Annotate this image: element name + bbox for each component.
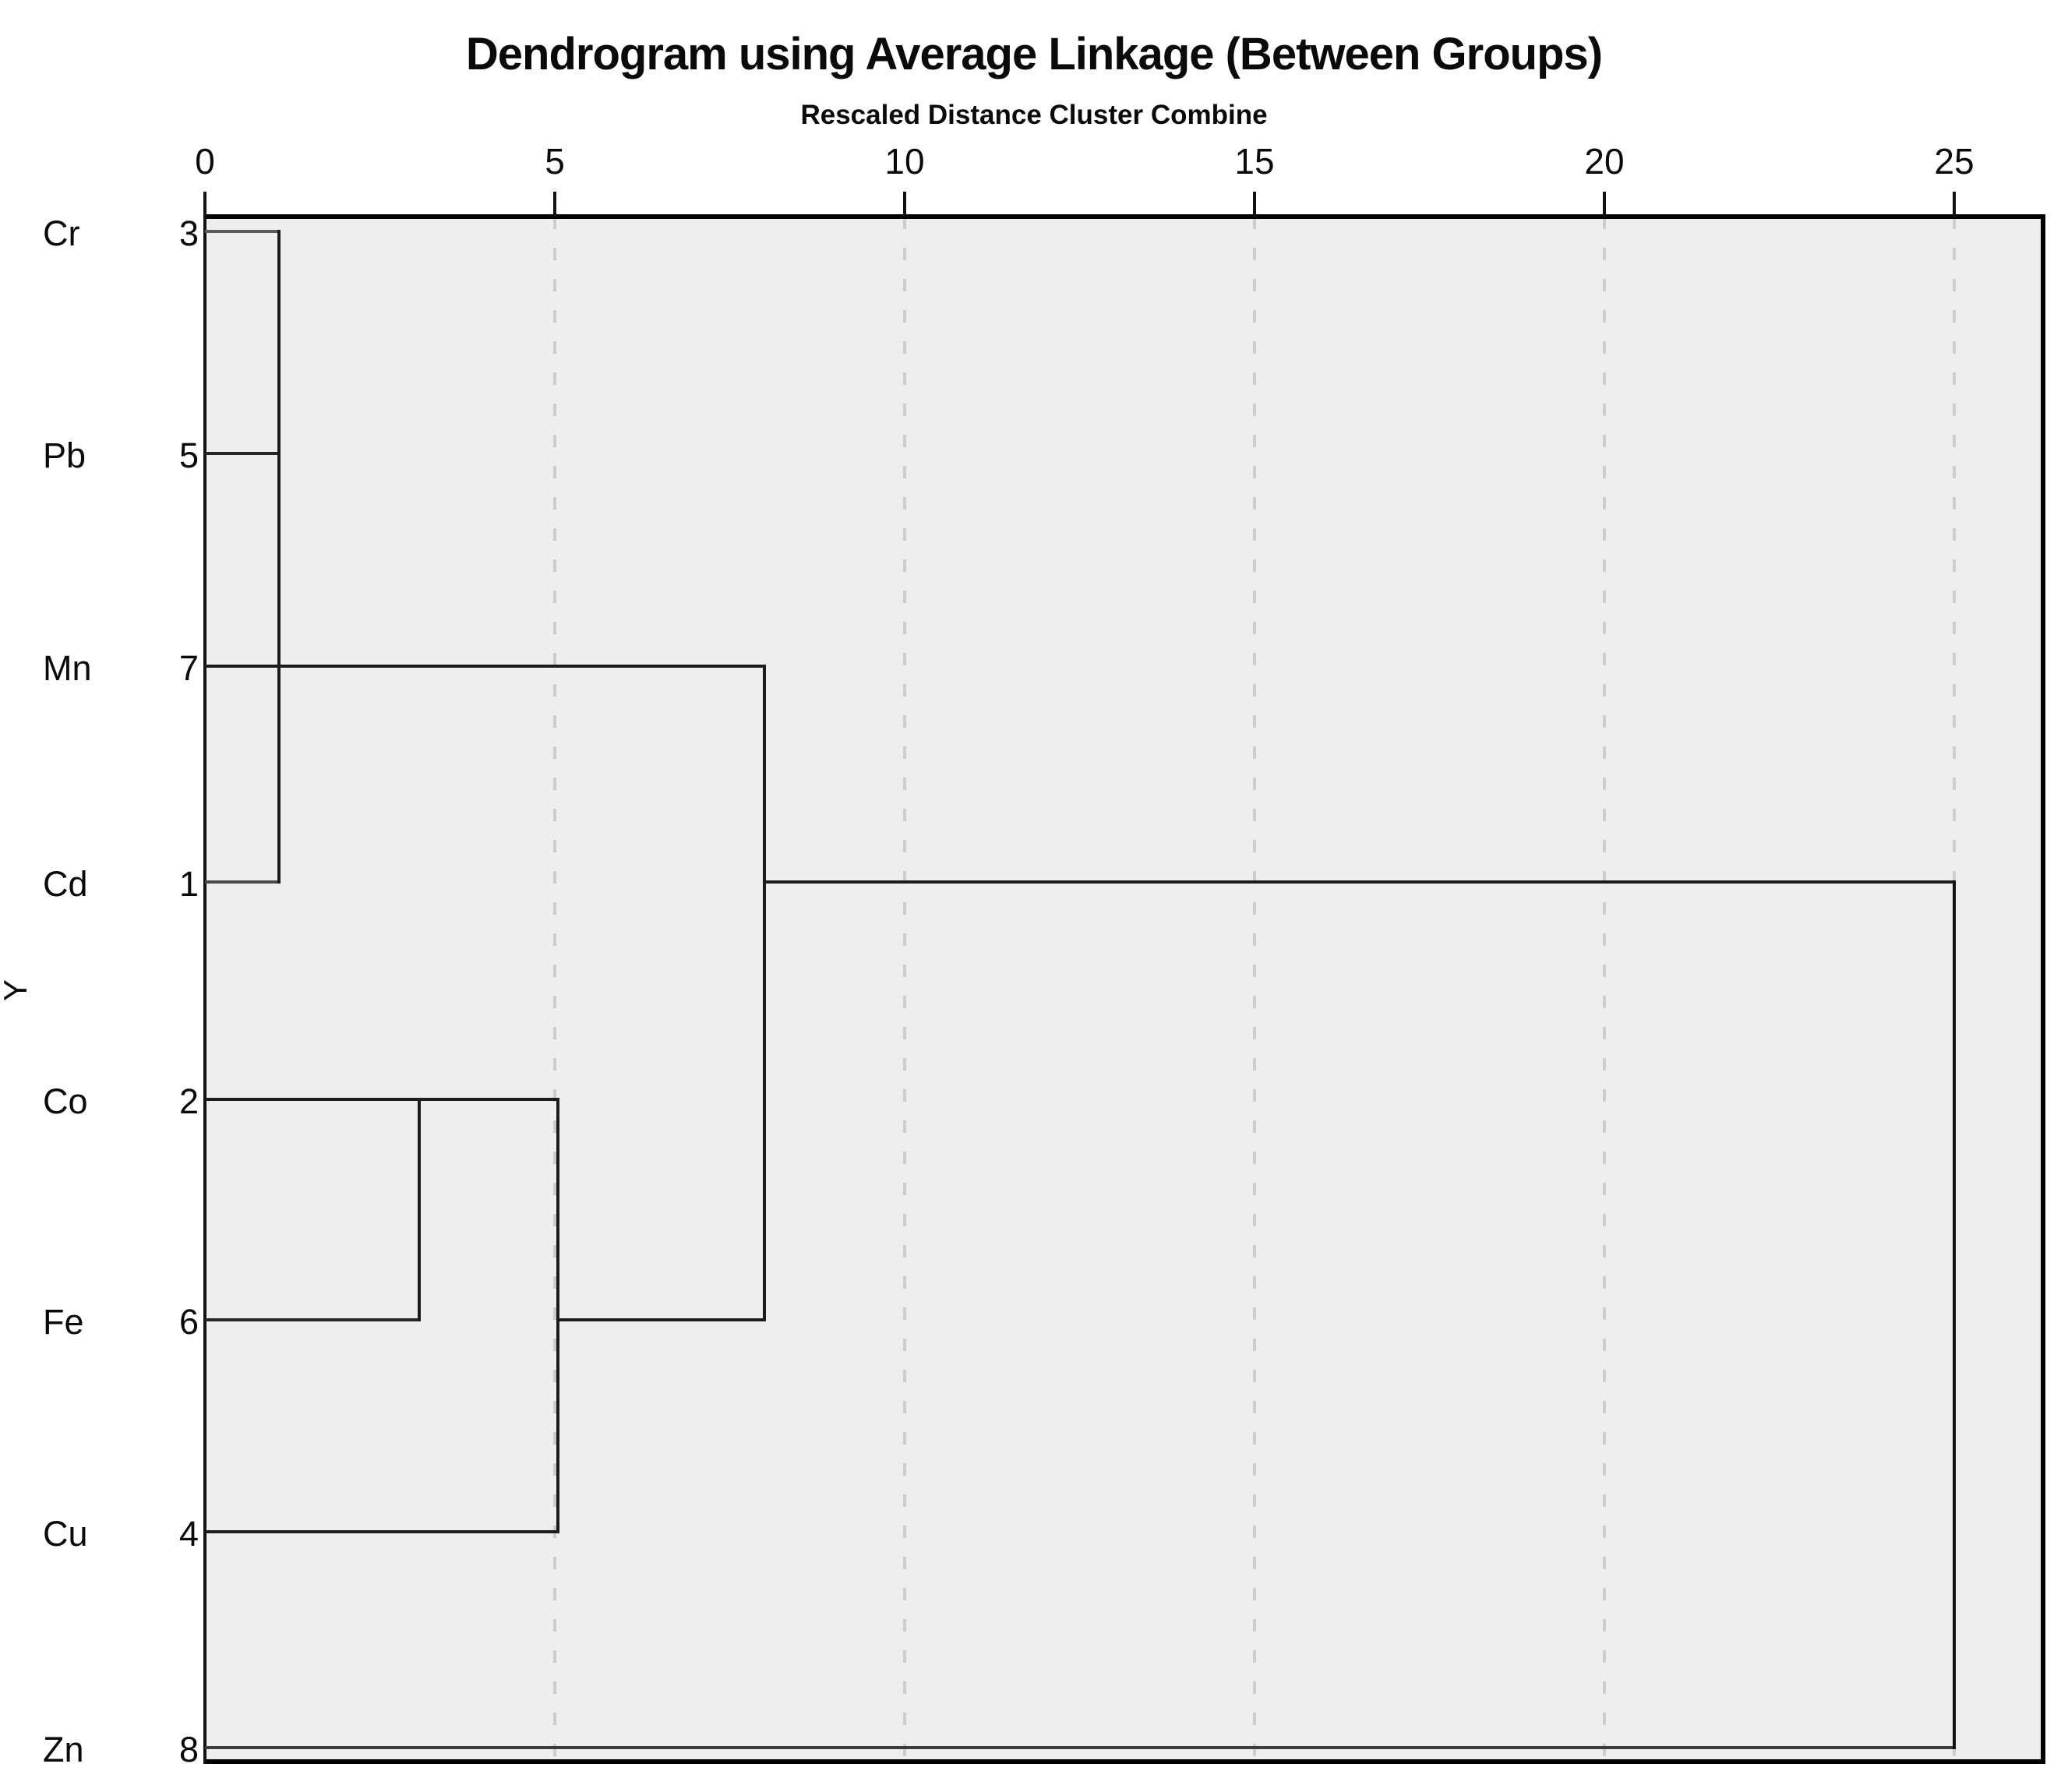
row-label: Mn: [43, 648, 92, 688]
gridline: [1253, 217, 1256, 1762]
y-axis-line: [203, 214, 206, 1764]
dendrogram-branch-horizontal: [205, 1530, 559, 1533]
chart-subtitle: Rescaled Distance Cluster Combine: [800, 100, 1268, 130]
plot-area-background: [205, 217, 2043, 1762]
gridline: [903, 217, 906, 1762]
plot-border-top: [203, 214, 2045, 219]
dendrogram-branch-vertical: [1953, 880, 1956, 1749]
row-label: Zn: [43, 1730, 84, 1769]
row-label: Cu: [43, 1514, 88, 1554]
dendrogram-branch-vertical: [277, 230, 281, 884]
row-label: Cr: [43, 213, 80, 253]
x-axis-tick-label: 10: [884, 141, 925, 182]
dendrogram-branch-horizontal: [205, 1746, 1956, 1749]
dendrogram-branch-horizontal: [205, 880, 281, 884]
dendrogram-branch-horizontal: [205, 452, 281, 455]
x-axis-tick-label: 20: [1584, 141, 1625, 182]
x-axis-tick-mark: [203, 192, 206, 217]
row-label: Fe: [43, 1302, 84, 1342]
dendrogram-branch-vertical: [556, 1098, 559, 1533]
gridline: [553, 217, 556, 1762]
y-axis-title: Y: [0, 979, 34, 1002]
dendrogram-branch-horizontal: [205, 1098, 559, 1101]
gridline: [1603, 217, 1606, 1762]
x-axis-tick-label: 25: [1934, 141, 1974, 182]
case-number-label: 6: [178, 1302, 199, 1342]
x-axis-tick-label: 5: [545, 141, 565, 182]
case-number-label: 3: [178, 213, 199, 253]
dendrogram-branch-horizontal: [205, 665, 767, 668]
x-axis-tick-mark: [903, 192, 906, 217]
row-label: Cd: [43, 864, 88, 904]
case-number-label: 8: [178, 1730, 199, 1769]
plot-border-right: [2041, 214, 2045, 1764]
row-label: Pb: [43, 436, 86, 475]
chart-title: Dendrogram using Average Linkage (Betwee…: [465, 29, 1603, 79]
row-label: Co: [43, 1081, 88, 1121]
dendrogram-branch-horizontal: [764, 880, 1956, 884]
dendrogram-branch-horizontal: [557, 1318, 767, 1321]
case-number-label: 7: [178, 648, 199, 688]
case-number-label: 5: [178, 436, 199, 475]
dendrogram-branch-horizontal: [205, 230, 281, 233]
dendrogram-branch-horizontal: [205, 1318, 421, 1321]
x-axis-tick-mark: [1603, 192, 1606, 217]
plot-border-bottom: [203, 1759, 2045, 1764]
dendrogram-branch-vertical: [763, 665, 767, 1321]
x-axis-tick-mark: [553, 192, 556, 217]
x-axis-tick-mark: [1253, 192, 1256, 217]
case-number-label: 4: [178, 1514, 199, 1554]
case-number-label: 1: [178, 864, 199, 904]
x-axis-tick-mark: [1953, 192, 1956, 217]
case-number-label: 2: [178, 1081, 199, 1121]
x-axis-tick-label: 15: [1234, 141, 1275, 182]
dendrogram-branch-vertical: [417, 1098, 421, 1321]
x-axis-tick-label: 0: [195, 141, 215, 182]
